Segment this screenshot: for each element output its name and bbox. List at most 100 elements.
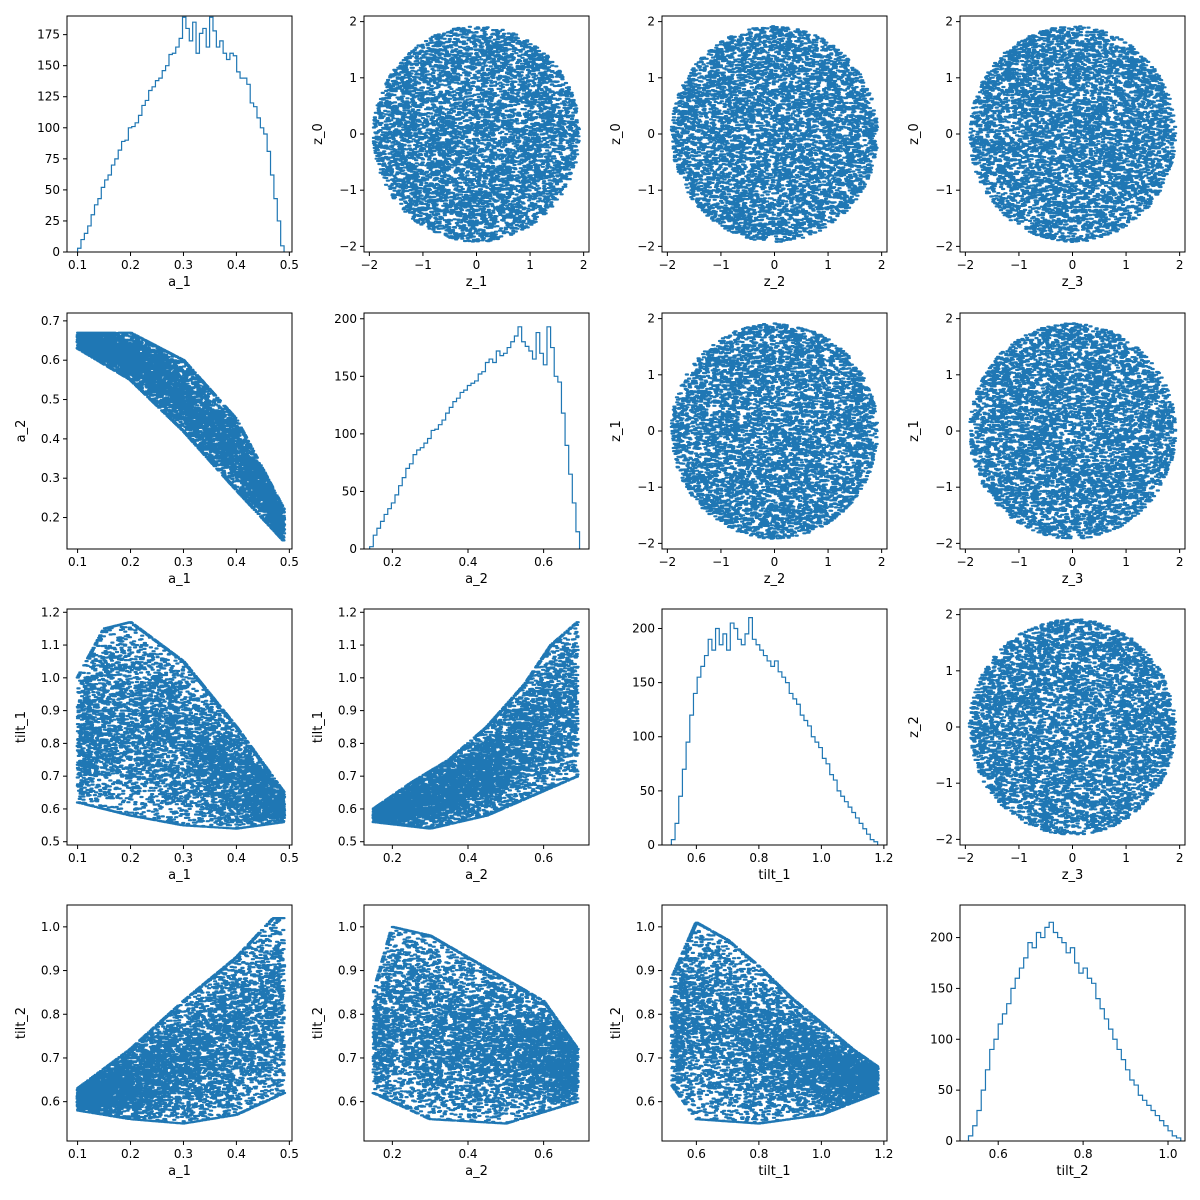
- x-tick-label: 0.1: [68, 1147, 87, 1161]
- y-axis-label: z_1: [907, 420, 922, 442]
- y-tick-label: 1: [647, 71, 655, 85]
- x-tick-label: 0.4: [458, 851, 477, 865]
- plot-marks: [75, 621, 287, 830]
- histogram-step-line: [670, 617, 879, 845]
- y-tick-label: 0.7: [338, 769, 357, 783]
- y-tick-label: 0.2: [41, 511, 60, 525]
- y-tick-label: 0: [945, 720, 953, 734]
- x-axis-label: a_2: [465, 1164, 488, 1179]
- x-tick-label: 0.5: [280, 555, 299, 569]
- x-axis-label: z_3: [1062, 868, 1084, 883]
- x-tick-label: −2: [957, 258, 975, 272]
- y-tick-label: 0.7: [338, 1051, 357, 1065]
- subplot-3-0: 0.1 0.2 0.3 0.4 0.5 0.6 0.7 0.8 0.9 1.0 a_1 tilt_2: [14, 904, 299, 1179]
- histogram-step-line: [369, 326, 581, 549]
- x-tick-label: 0.2: [121, 258, 140, 272]
- y-axis-label: z_0: [609, 123, 624, 145]
- y-axis-label: tilt_2: [311, 1007, 326, 1039]
- y-tick-label: 0.9: [41, 964, 60, 978]
- x-tick-label: −1: [712, 555, 730, 569]
- x-tick-label: 2: [580, 258, 588, 272]
- plot-marks: [75, 331, 287, 542]
- x-tick-label: 0.3: [174, 555, 193, 569]
- x-tick-label: 0.5: [280, 258, 299, 272]
- y-tick-label: −1: [935, 183, 953, 197]
- y-axis-label: tilt_2: [609, 1007, 624, 1039]
- x-axis-label: a_1: [168, 275, 191, 290]
- x-tick-label: 0.4: [227, 851, 246, 865]
- y-tick-label: 150: [334, 369, 357, 383]
- x-tick-label: 0.2: [121, 555, 140, 569]
- x-axis-label: a_1: [168, 1164, 191, 1179]
- y-tick-label: 150: [930, 981, 953, 995]
- scatter-points: [669, 25, 880, 243]
- x-tick-label: 0.2: [383, 1147, 402, 1161]
- plot-marks: [669, 25, 880, 243]
- y-tick-label: −1: [637, 183, 655, 197]
- x-tick-label: 0: [473, 258, 481, 272]
- subplot-3-2: 0.6 0.8 1.0 1.2 0.6 0.7 0.8 0.9 1.0 tilt_1 tilt_2: [609, 904, 893, 1179]
- y-tick-label: 0: [945, 127, 953, 141]
- subplot-1-0: 0.1 0.2 0.3 0.4 0.5 0.2 0.3 0.4 0.5 0.6 0.7 a_1 a_2: [14, 312, 299, 587]
- y-tick-label: 75: [45, 152, 60, 166]
- y-tick-label: 2: [945, 608, 953, 622]
- x-tick-label: 2: [878, 555, 886, 569]
- x-axis-label: z_1: [466, 275, 488, 290]
- x-axis-label: a_2: [465, 868, 488, 883]
- x-tick-label: 0.4: [227, 258, 246, 272]
- y-tick-label: −2: [637, 536, 655, 550]
- y-tick-label: −2: [637, 239, 655, 253]
- y-tick-label: 150: [632, 676, 655, 690]
- x-tick-label: 2: [1176, 258, 1184, 272]
- y-tick-label: 0.5: [338, 835, 357, 849]
- x-tick-label: −2: [659, 258, 677, 272]
- x-tick-label: 1: [526, 258, 534, 272]
- subplot-0-0: 0.1 0.2 0.3 0.4 0.5 0 25 50 75 100 125 150 175 a_1: [37, 15, 299, 290]
- subplot-0-3: −2 −1 0 1 2 −2 −1 0 1 2 z_3 z_0: [907, 15, 1186, 290]
- x-tick-label: −1: [414, 258, 432, 272]
- y-tick-label: 0: [647, 838, 655, 852]
- y-tick-label: 1.1: [338, 638, 357, 652]
- y-tick-label: 0.9: [338, 964, 357, 978]
- axes-frame: [66, 904, 293, 1142]
- scatter-points: [669, 322, 880, 540]
- y-tick-label: 0.8: [41, 1007, 60, 1021]
- x-tick-label: −1: [1010, 258, 1028, 272]
- x-tick-label: 1.0: [1158, 1147, 1177, 1161]
- subplot-2-3: −2 −1 0 1 2 −2 −1 0 1 2 z_3 z_2: [907, 608, 1186, 883]
- y-tick-label: 50: [45, 183, 60, 197]
- scatter-points: [968, 322, 1178, 540]
- y-tick-label: 2: [349, 15, 357, 29]
- y-tick-label: 200: [632, 621, 655, 635]
- y-tick-label: −1: [935, 480, 953, 494]
- y-tick-label: −2: [935, 239, 953, 253]
- axes-frame: [363, 312, 590, 550]
- y-tick-label: 0.5: [41, 393, 60, 407]
- y-tick-label: 50: [938, 1083, 953, 1097]
- plot-marks: [669, 322, 880, 540]
- x-tick-label: −1: [1010, 851, 1028, 865]
- x-tick-label: −2: [957, 555, 975, 569]
- x-tick-label: 0: [1069, 258, 1077, 272]
- x-tick-label: 0: [771, 555, 779, 569]
- x-tick-label: −2: [659, 555, 677, 569]
- y-tick-label: 0.8: [338, 736, 357, 750]
- y-tick-label: 1: [647, 368, 655, 382]
- scatter-points: [968, 25, 1178, 243]
- x-tick-label: 0: [1069, 555, 1077, 569]
- plot-marks: [371, 25, 581, 243]
- y-tick-label: 100: [334, 427, 357, 441]
- y-tick-label: 0.7: [41, 314, 60, 328]
- y-tick-label: 1.1: [41, 638, 60, 652]
- x-tick-label: 0.2: [121, 1147, 140, 1161]
- y-tick-label: 0: [349, 542, 357, 556]
- plot-marks: [369, 326, 581, 549]
- subplot-2-0: 0.1 0.2 0.3 0.4 0.5 0.5 0.6 0.7 0.8 0.9 1.0 1.1 1.2 a…: [14, 605, 299, 883]
- x-tick-label: 0: [771, 258, 779, 272]
- axes-frame: [66, 312, 293, 550]
- axes-frame: [661, 608, 888, 846]
- x-tick-label: 0.1: [68, 258, 87, 272]
- y-axis-label: z_1: [609, 420, 624, 442]
- scatter-points: [967, 618, 1178, 836]
- y-tick-label: 2: [647, 15, 655, 29]
